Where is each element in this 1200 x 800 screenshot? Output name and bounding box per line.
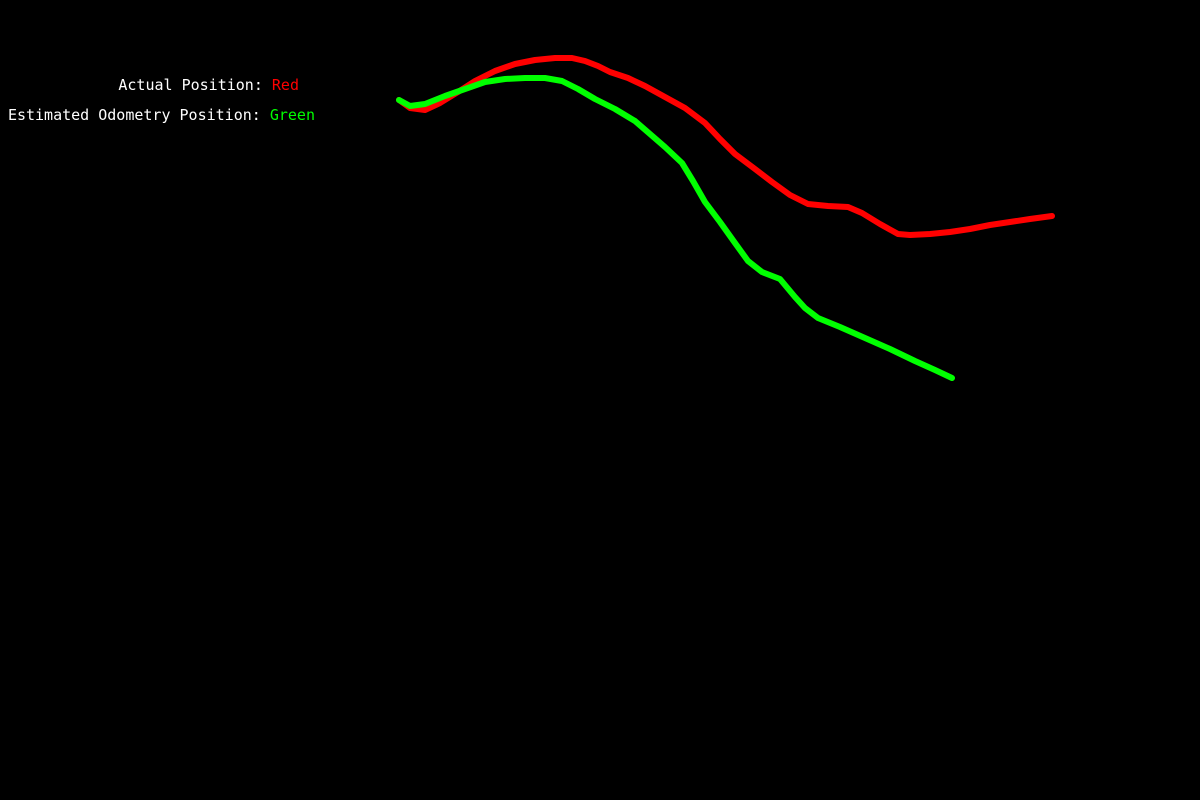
legend-estimated-value: Green [269,106,315,124]
legend-actual-label: Actual Position: [118,76,263,94]
legend-estimated: Estimated Odometry Position: Green [8,106,315,124]
legend: Actual Position: Red Estimated Odometry … [0,0,330,140]
actual-position-line [396,55,1055,238]
legend-actual-value: Red [271,76,299,94]
legend-estimated-label: Estimated Odometry Position: [7,106,261,124]
estimated-odometry-line [396,75,955,381]
series-layer [396,55,1055,381]
legend-actual: Actual Position: Red [118,76,299,94]
